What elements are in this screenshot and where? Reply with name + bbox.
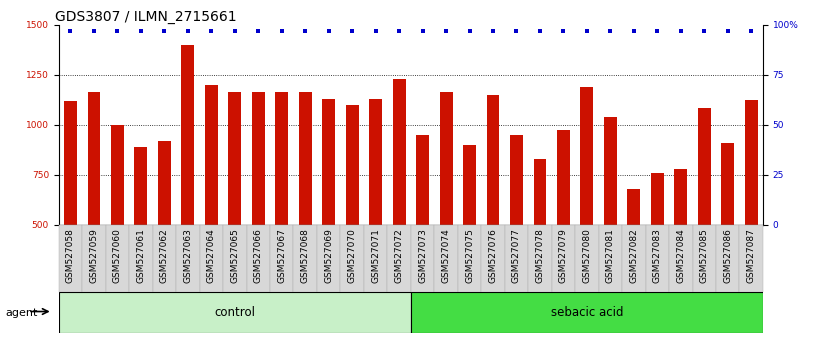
Text: GSM527075: GSM527075 — [465, 228, 474, 283]
Text: GSM527085: GSM527085 — [700, 228, 709, 283]
Bar — [481, 225, 505, 292]
Bar — [434, 225, 458, 292]
Bar — [153, 225, 176, 292]
Text: GSM527082: GSM527082 — [629, 228, 638, 283]
Text: GSM527069: GSM527069 — [324, 228, 333, 283]
Text: GSM527078: GSM527078 — [535, 228, 544, 283]
Bar — [388, 225, 410, 292]
Text: GSM527073: GSM527073 — [418, 228, 427, 283]
Bar — [416, 135, 429, 325]
Text: GSM527076: GSM527076 — [489, 228, 498, 283]
Bar — [739, 225, 763, 292]
Bar — [622, 225, 645, 292]
Bar — [392, 79, 406, 325]
Text: GSM527074: GSM527074 — [441, 228, 450, 283]
Bar — [458, 225, 481, 292]
Bar — [410, 292, 763, 333]
Bar — [317, 225, 340, 292]
Text: GSM527060: GSM527060 — [113, 228, 122, 283]
Bar — [604, 117, 617, 325]
Bar — [369, 99, 382, 325]
Bar — [129, 225, 153, 292]
Bar — [106, 225, 129, 292]
Text: agent: agent — [6, 308, 38, 318]
Bar — [669, 225, 693, 292]
Bar — [246, 225, 270, 292]
Bar — [64, 101, 77, 325]
Bar — [645, 225, 669, 292]
Text: GSM527087: GSM527087 — [747, 228, 756, 283]
Bar — [552, 225, 575, 292]
Text: GSM527058: GSM527058 — [66, 228, 75, 283]
Bar — [181, 45, 194, 325]
Bar — [505, 225, 528, 292]
Bar — [510, 135, 523, 325]
Bar — [628, 189, 641, 325]
Text: GSM527063: GSM527063 — [184, 228, 193, 283]
Bar — [322, 99, 335, 325]
Bar — [176, 225, 200, 292]
Bar — [651, 173, 663, 325]
Bar — [205, 85, 218, 325]
Text: GSM527070: GSM527070 — [348, 228, 357, 283]
Bar — [674, 169, 687, 325]
Bar — [82, 225, 106, 292]
Text: GSM527072: GSM527072 — [395, 228, 404, 283]
Text: sebacic acid: sebacic acid — [551, 306, 623, 319]
Bar — [59, 225, 82, 292]
Text: GSM527066: GSM527066 — [254, 228, 263, 283]
Bar — [223, 225, 246, 292]
Text: GSM527086: GSM527086 — [723, 228, 732, 283]
Text: GSM527077: GSM527077 — [512, 228, 521, 283]
Text: GSM527081: GSM527081 — [606, 228, 615, 283]
Bar — [299, 92, 312, 325]
Bar — [698, 108, 711, 325]
Bar — [721, 143, 734, 325]
Bar — [158, 141, 171, 325]
Text: GSM527065: GSM527065 — [230, 228, 239, 283]
Text: GSM527080: GSM527080 — [583, 228, 592, 283]
Bar — [340, 225, 364, 292]
Bar — [87, 92, 100, 325]
Text: GSM527064: GSM527064 — [206, 228, 215, 283]
Bar — [410, 225, 434, 292]
Bar — [557, 130, 570, 325]
Bar — [575, 225, 599, 292]
Bar — [59, 292, 411, 333]
Text: GDS3807 / ILMN_2715661: GDS3807 / ILMN_2715661 — [55, 10, 237, 24]
Bar — [580, 87, 593, 325]
Bar — [599, 225, 622, 292]
Text: GSM527083: GSM527083 — [653, 228, 662, 283]
Text: GSM527084: GSM527084 — [676, 228, 685, 283]
Text: GSM527068: GSM527068 — [301, 228, 310, 283]
Bar — [135, 147, 148, 325]
Bar — [275, 92, 288, 325]
Bar — [111, 125, 124, 325]
Text: GSM527061: GSM527061 — [136, 228, 145, 283]
Bar — [252, 92, 264, 325]
Bar — [364, 225, 388, 292]
Text: GSM527067: GSM527067 — [277, 228, 286, 283]
Bar — [463, 145, 476, 325]
Bar — [486, 95, 499, 325]
Bar — [745, 100, 758, 325]
Text: GSM527062: GSM527062 — [160, 228, 169, 283]
Bar — [693, 225, 716, 292]
Bar — [440, 92, 453, 325]
Bar — [346, 105, 358, 325]
Text: control: control — [215, 306, 255, 319]
Text: GSM527071: GSM527071 — [371, 228, 380, 283]
Bar — [200, 225, 223, 292]
Bar — [716, 225, 739, 292]
Text: GSM527059: GSM527059 — [90, 228, 99, 283]
Bar — [270, 225, 294, 292]
Bar — [534, 159, 547, 325]
Bar — [528, 225, 552, 292]
Bar — [294, 225, 317, 292]
Text: GSM527079: GSM527079 — [559, 228, 568, 283]
Bar — [228, 92, 242, 325]
